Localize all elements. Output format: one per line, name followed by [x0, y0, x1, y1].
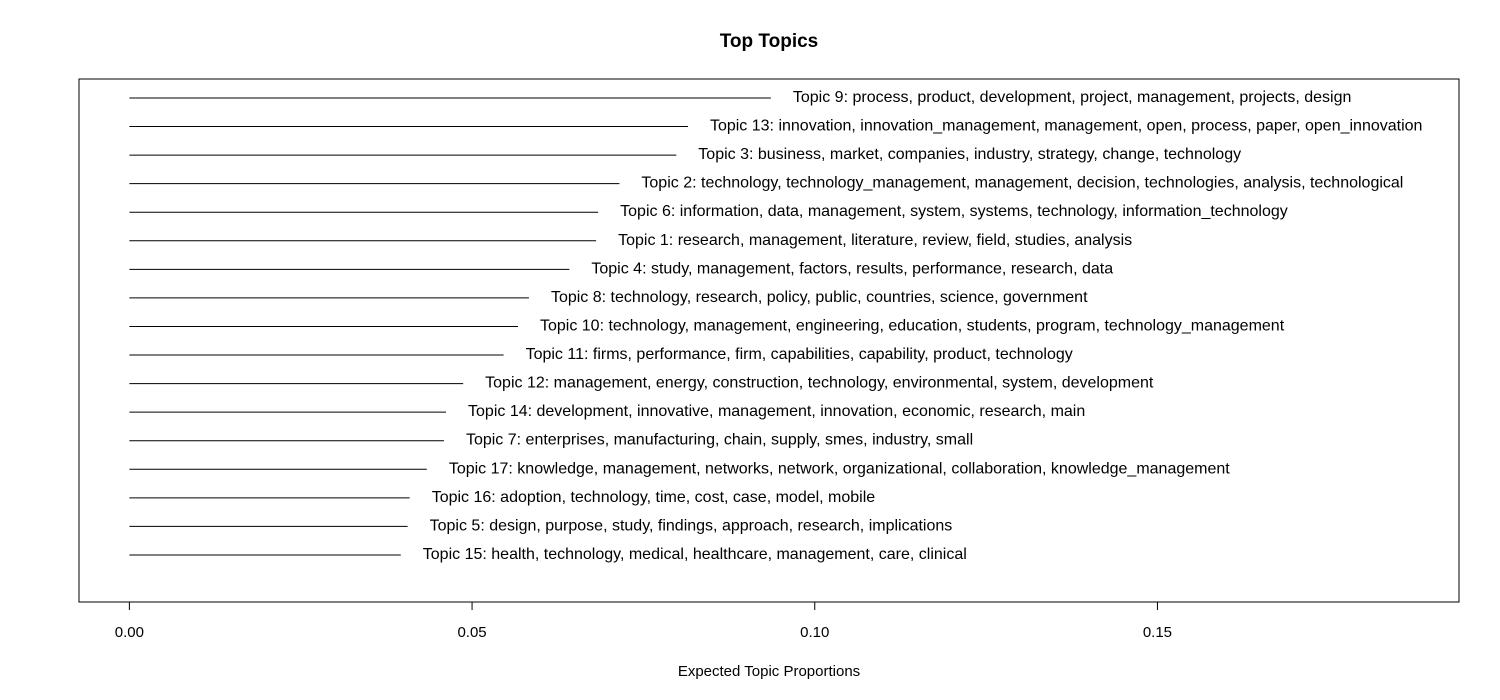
- x-tick-label: 0.15: [1143, 624, 1172, 641]
- topic-label: Topic 8: technology, research, policy, p…: [551, 289, 1088, 306]
- topic-lines-group: Topic 9: process, product, development, …: [129, 89, 1422, 563]
- x-tick-label: 0.05: [457, 624, 486, 641]
- topic-label: Topic 3: business, market, companies, in…: [698, 146, 1241, 163]
- topic-label: Topic 6: information, data, management, …: [620, 203, 1288, 220]
- chart-title: Top Topics: [720, 31, 819, 52]
- topic-label: Topic 1: research, management, literatur…: [618, 232, 1132, 249]
- topic-label: Topic 13: innovation, innovation_managem…: [710, 118, 1423, 135]
- topic-label: Topic 11: firms, performance, firm, capa…: [526, 346, 1073, 363]
- topic-label: Topic 4: study, management, factors, res…: [591, 260, 1113, 277]
- x-tick-label: 0.10: [800, 624, 829, 641]
- topic-label: Topic 10: technology, management, engine…: [540, 317, 1285, 334]
- topic-label: Topic 17: knowledge, management, network…: [449, 460, 1230, 477]
- topic-label: Topic 2: technology, technology_manageme…: [641, 175, 1403, 192]
- topic-label: Topic 14: development, innovative, manag…: [468, 403, 1085, 420]
- topic-label: Topic 7: enterprises, manufacturing, cha…: [466, 432, 973, 449]
- topic-label: Topic 12: management, energy, constructi…: [485, 375, 1154, 392]
- topic-label: Topic 5: design, purpose, study, finding…: [430, 517, 953, 534]
- topic-label: Topic 15: health, technology, medical, h…: [423, 546, 967, 563]
- x-axis-label: Expected Topic Proportions: [678, 663, 860, 680]
- topic-label: Topic 16: adoption, technology, time, co…: [432, 489, 876, 506]
- topic-label: Topic 9: process, product, development, …: [793, 89, 1352, 106]
- x-axis-ticks: 0.00 0.05 0.10 0.15: [115, 602, 1172, 641]
- x-tick-label: 0.00: [115, 624, 144, 641]
